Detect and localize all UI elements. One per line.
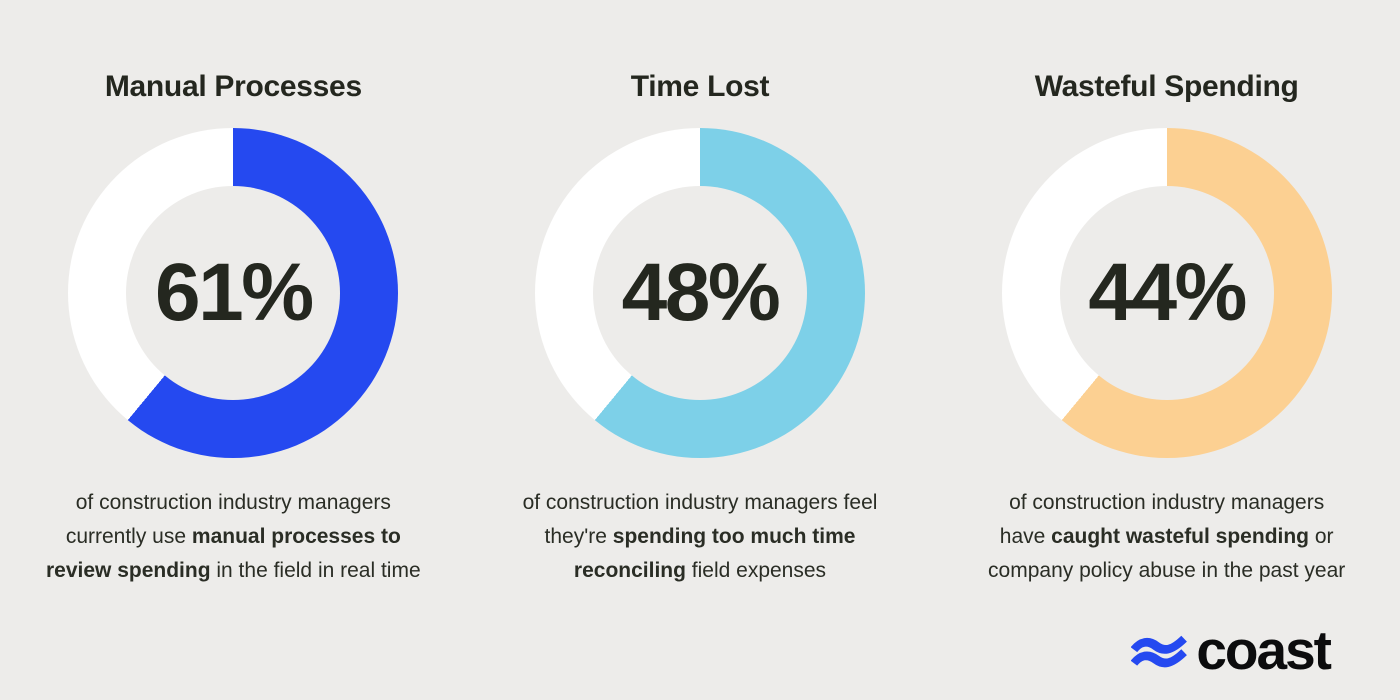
- donut-chart-manual-processes: 61%: [68, 128, 399, 458]
- description-text: of construction industry managers: [75, 491, 391, 514]
- card-title: Wasteful Spending: [1034, 70, 1299, 103]
- infographic-stats: Manual Processes 61% of construction ind…: [0, 70, 1400, 588]
- percent-label: 61%: [155, 247, 314, 338]
- donut-hole: 61%: [126, 186, 341, 400]
- stat-card-wasteful-spending: Wasteful Spending 44% of construction in…: [933, 70, 1400, 588]
- description-text: have: [999, 525, 1052, 548]
- card-title: Manual Processes: [104, 70, 362, 103]
- percent-label: 44%: [1088, 247, 1247, 338]
- donut-hole: 44%: [1059, 186, 1274, 400]
- description-text: or: [1309, 525, 1334, 548]
- description-line: have caught wasteful spending or: [988, 520, 1345, 554]
- percent-label: 48%: [621, 247, 781, 338]
- description-text: they're: [544, 525, 613, 548]
- description-line: they're spending too much time: [523, 520, 878, 554]
- donut-hole: 48%: [592, 186, 807, 400]
- description-text-bold: spending too much time: [612, 525, 856, 548]
- description-text-bold: reconciling: [573, 559, 686, 582]
- description-text: of construction industry managers: [1009, 491, 1325, 514]
- description-line: of construction industry managers: [46, 486, 421, 520]
- description-text: company policy abuse in the past year: [988, 559, 1346, 582]
- description-text-bold: review spending: [46, 559, 211, 582]
- description-text: of construction industry managers feel: [522, 491, 878, 514]
- description-line: company policy abuse in the past year: [988, 554, 1345, 588]
- stat-description: of construction industry managers curren…: [46, 486, 421, 588]
- coast-wordmark: coast: [1196, 619, 1332, 681]
- description-text-bold: manual processes to: [191, 525, 401, 548]
- stat-description: of construction industry managers have c…: [988, 486, 1345, 588]
- stat-card-time-lost: Time Lost 48% of construction industry m…: [467, 70, 934, 588]
- coast-logo: coast: [1131, 619, 1332, 681]
- donut-chart-time-lost: 48%: [534, 128, 865, 458]
- description-line: of construction industry managers: [988, 486, 1345, 520]
- coast-waves-icon: [1131, 630, 1188, 672]
- donut-chart-wasteful-spending: 44%: [1001, 128, 1332, 458]
- description-text: in the field in real time: [210, 559, 421, 582]
- description-text: field expenses: [685, 559, 827, 582]
- stat-card-manual-processes: Manual Processes 61% of construction ind…: [0, 70, 467, 588]
- description-line: of construction industry managers feel: [523, 486, 878, 520]
- description-line: reconciling field expenses: [523, 554, 878, 588]
- description-text-bold: caught wasteful spending: [1051, 525, 1310, 548]
- card-title: Time Lost: [630, 70, 770, 103]
- description-text: currently use: [65, 525, 192, 548]
- stat-description: of construction industry managers feel t…: [523, 486, 878, 588]
- description-line: currently use manual processes to: [46, 520, 421, 554]
- description-line: review spending in the field in real tim…: [46, 554, 421, 588]
